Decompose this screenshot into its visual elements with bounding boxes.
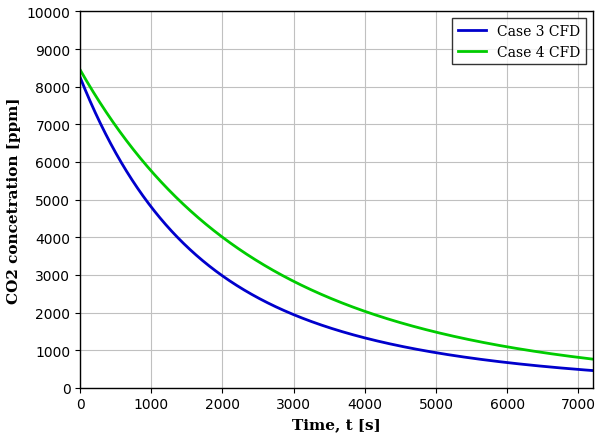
Case 3 CFD xyxy=(295,314,303,320)
Case 3 CFD xyxy=(273,305,280,310)
Case 3 CFD xyxy=(77,75,84,81)
Legend: Case 3 CFD, Case 4 CFD: Case 3 CFD, Case 4 CFD xyxy=(452,19,586,65)
Case 4 CFD xyxy=(135,154,142,159)
Case 4 CFD xyxy=(273,270,280,276)
Case 3 CFD xyxy=(165,226,173,231)
Case 4 CFD xyxy=(165,188,173,193)
Line: Case 4 CFD: Case 4 CFD xyxy=(80,71,593,359)
Case 3 CFD xyxy=(579,367,586,373)
Line: Case 3 CFD: Case 3 CFD xyxy=(80,78,593,371)
Case 4 CFD xyxy=(524,348,531,353)
Case 3 CFD xyxy=(135,187,142,193)
Case 4 CFD xyxy=(579,356,586,361)
Case 3 CFD xyxy=(589,368,596,373)
Case 4 CFD xyxy=(77,68,84,73)
Case 3 CFD xyxy=(524,362,531,367)
Case 4 CFD xyxy=(589,357,596,362)
Y-axis label: CO2 concetration [ppm]: CO2 concetration [ppm] xyxy=(7,97,21,303)
Case 4 CFD xyxy=(295,282,303,287)
X-axis label: Time, t [s]: Time, t [s] xyxy=(292,417,381,431)
